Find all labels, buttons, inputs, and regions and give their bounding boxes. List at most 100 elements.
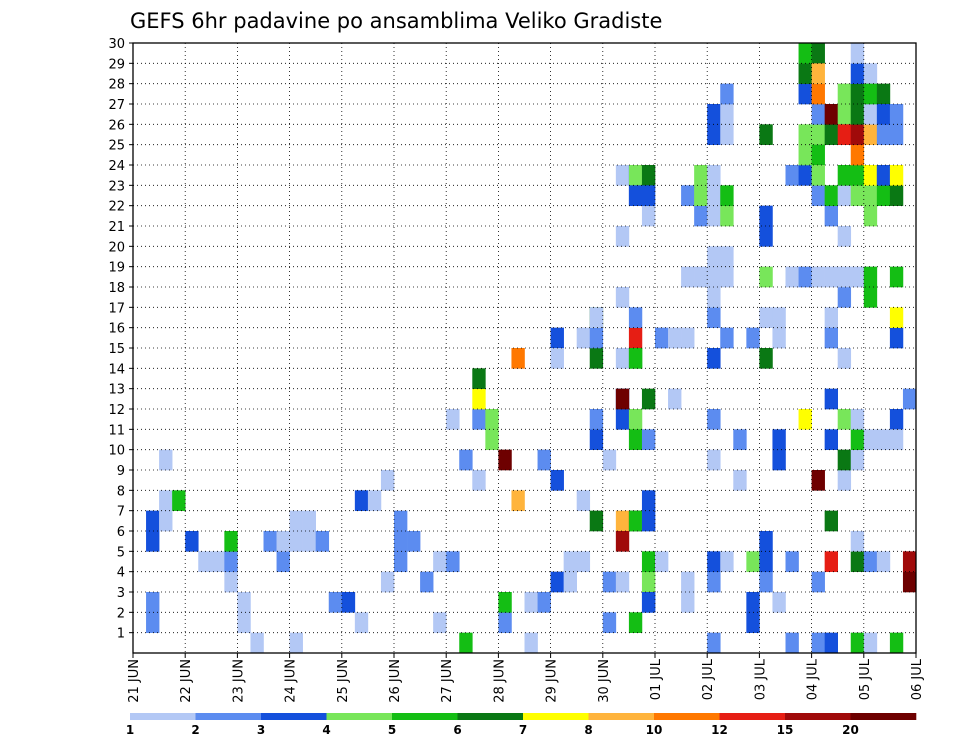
precip-cell <box>589 429 604 450</box>
x-tick-label: 28 JUN <box>492 659 507 703</box>
precip-cell <box>863 124 878 145</box>
precip-cell <box>837 266 852 288</box>
precip-cell <box>889 185 904 206</box>
precip-cell <box>759 266 773 288</box>
precip-cell <box>472 388 486 410</box>
precip-cell <box>407 531 421 552</box>
precip-cell <box>798 266 812 288</box>
colorbar-label: 6 <box>453 723 461 737</box>
precip-cell <box>837 226 852 247</box>
precip-cell <box>641 388 656 410</box>
precip-cell <box>772 429 786 450</box>
precip-cell <box>798 165 812 186</box>
precip-cell <box>876 429 891 450</box>
precip-cell <box>876 124 891 145</box>
precip-cell <box>850 185 865 206</box>
precip-cell <box>772 449 786 471</box>
precip-cell <box>746 592 760 613</box>
precip-cell <box>733 470 747 491</box>
precip-cell <box>746 551 760 572</box>
precip-cell <box>824 185 838 206</box>
precip-cell <box>276 551 290 572</box>
precip-cell <box>811 83 825 105</box>
precip-cell <box>602 612 617 633</box>
y-axis-ticks: 1234567891011121314151617181920212223242… <box>108 37 133 642</box>
colorbar-swatch <box>326 713 393 720</box>
precip-cell <box>615 388 630 410</box>
y-tick-label: 22 <box>108 200 125 215</box>
x-tick-label: 30 JUN <box>597 659 612 703</box>
precip-cell <box>863 632 878 654</box>
precip-cell <box>824 429 838 450</box>
y-tick-label: 30 <box>108 37 125 52</box>
precip-cell <box>394 551 408 572</box>
precip-cell <box>498 592 512 613</box>
precip-cell <box>876 185 891 206</box>
precip-cell <box>668 388 682 410</box>
precip-cell <box>837 83 852 105</box>
precip-cell <box>707 104 721 125</box>
precip-cell <box>159 510 173 532</box>
y-tick-label: 20 <box>108 240 125 255</box>
precip-cell <box>694 165 708 186</box>
precip-cell <box>159 449 173 471</box>
dotted-grid <box>133 43 916 653</box>
colorbar-label: 20 <box>842 723 859 737</box>
colorbar-label: 12 <box>711 723 728 737</box>
y-tick-label: 1 <box>117 627 125 642</box>
colorbar-swatch <box>719 713 786 720</box>
precip-cell <box>159 490 173 511</box>
precip-cell <box>615 531 630 552</box>
precip-cell <box>185 531 199 552</box>
precip-cell <box>628 348 643 369</box>
precip-cell <box>420 571 434 593</box>
precip-cell <box>850 449 865 471</box>
precip-cell <box>146 612 160 633</box>
precip-cell <box>850 266 865 288</box>
y-tick-label: 3 <box>117 586 125 601</box>
precip-cell <box>889 632 904 654</box>
precip-cell <box>628 165 643 186</box>
precip-cell <box>863 165 878 186</box>
precip-cell <box>250 632 264 654</box>
precip-cell <box>498 449 512 471</box>
colorbar-swatch <box>785 713 851 720</box>
precip-cell <box>824 104 838 125</box>
precip-cell <box>628 409 643 430</box>
x-tick-label: 02 JUL <box>701 658 716 700</box>
colorbar-swatch <box>392 713 458 720</box>
precip-cell <box>850 632 865 654</box>
precip-cell <box>485 409 499 430</box>
precip-cell <box>850 104 865 125</box>
precip-cell <box>655 551 669 572</box>
precip-cell <box>615 348 630 369</box>
precip-cell <box>628 510 643 532</box>
precip-cell <box>707 246 721 267</box>
colorbar-label: 4 <box>322 723 330 737</box>
precip-cell <box>876 165 891 186</box>
precip-cell <box>524 632 538 654</box>
precip-cell <box>550 571 564 593</box>
heatmap-cells <box>146 43 917 654</box>
precip-cell <box>707 449 721 471</box>
precip-cell <box>720 104 734 125</box>
precip-cell <box>837 348 852 369</box>
precip-cell <box>628 327 643 349</box>
precip-cell <box>237 612 251 633</box>
precip-cell <box>811 185 825 206</box>
y-tick-label: 8 <box>117 484 125 499</box>
precip-cell <box>772 327 786 349</box>
precip-cell <box>524 592 538 613</box>
precip-cell <box>733 429 747 450</box>
y-tick-label: 7 <box>117 505 125 520</box>
precip-cell <box>876 83 891 105</box>
precip-cell <box>902 388 917 410</box>
precip-cell <box>511 348 525 369</box>
precip-cell <box>459 449 473 471</box>
precip-cell <box>850 144 865 166</box>
precip-cell <box>146 592 160 613</box>
precip-cell <box>459 632 473 654</box>
y-tick-label: 14 <box>108 362 125 377</box>
precip-cell <box>837 409 852 430</box>
